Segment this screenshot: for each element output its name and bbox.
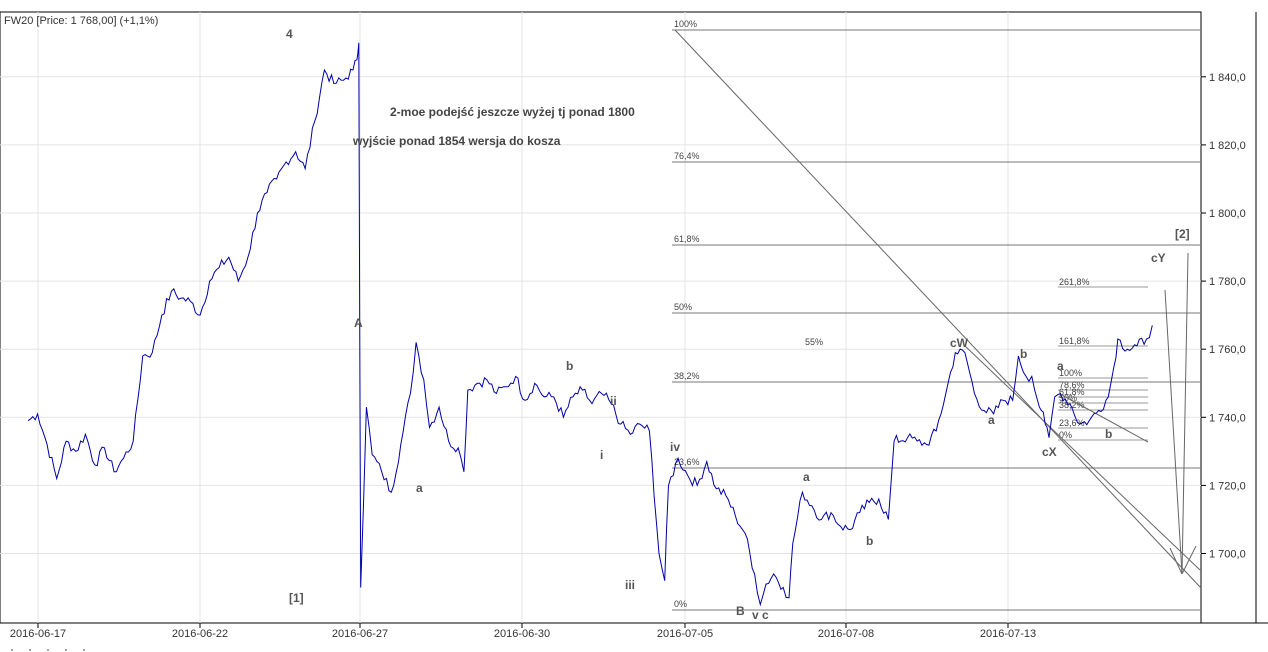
wave-label-iii: iii — [625, 578, 635, 592]
wave-label-cX: cX — [1042, 445, 1057, 459]
trend-line — [674, 29, 1202, 589]
y-tick-label: 1 840,0 — [1209, 72, 1246, 84]
fib-ext-label: 61,8% — [1059, 387, 1085, 397]
fib-level-label: 76,4% — [674, 151, 700, 161]
x-tick-label: 2016-07-05 — [657, 628, 713, 640]
y-tick-label: 1 760,0 — [1209, 344, 1246, 356]
trend-line — [1169, 547, 1183, 575]
fib-level-label: 23,6% — [674, 457, 700, 467]
trend-line — [1181, 252, 1189, 575]
note-2: wyjście ponad 1854 wersja do kosza — [352, 134, 561, 148]
trend-line — [964, 345, 1201, 571]
x-axis-labels: 2016-06-17 2016-06-22 2016-06-27 2016-06-30… — [10, 623, 1036, 640]
x-tick-label: 2016-06-17 — [10, 628, 66, 640]
wave-label-b1: b — [566, 359, 573, 373]
x-tick-label: 2016-06-30 — [494, 628, 550, 640]
chart-title: FW20 [Price: 1 768,00] (+1,1%) — [4, 15, 158, 27]
y-tick-label: 1 820,0 — [1209, 140, 1246, 152]
wave-label-a1: a — [416, 481, 423, 495]
fib-level-label: 38,2% — [674, 371, 700, 381]
wave-label-2: [2] — [1175, 227, 1190, 241]
wave-label-i: i — [600, 448, 603, 462]
y-tick-label: 1 700,0 — [1209, 549, 1246, 561]
note-1: 2-moe podejść jeszcze wyżej tj ponad 180… — [390, 105, 635, 119]
x-tick-label: 2016-07-13 — [980, 628, 1036, 640]
x-tick-label: 2016-06-22 — [172, 628, 228, 640]
fib-ext-label: 23,6% — [1059, 418, 1085, 428]
mini-fib-cluster: 55% — [805, 337, 823, 347]
trend-line — [1061, 394, 1149, 443]
fib-level-label: 50% — [674, 302, 692, 312]
trend-line — [1181, 545, 1197, 575]
x-tick-label: 2016-06-27 — [332, 628, 388, 640]
wave-label-b3: b — [1020, 347, 1027, 361]
wave-label-4: 4 — [286, 27, 293, 41]
fib-ext-label: 100% — [1059, 368, 1082, 378]
wave-label-cW: cW — [950, 336, 969, 350]
wave-label-iv: iv — [670, 440, 680, 454]
fib-ext-label: 38,2% — [1059, 400, 1085, 410]
fib-ext-label: 78,6% — [1059, 380, 1085, 390]
fibonacci-levels: 100% 76,4% 61,8% 50% 38,2% 23,6% 0% 261,8% 161,8… — [672, 19, 1201, 611]
wave-label-vc: v c — [752, 608, 769, 622]
fib-ext-label: 261,8% — [1059, 277, 1090, 287]
fib-ext-label: 161,8% — [1059, 336, 1090, 346]
price-line — [27, 42, 1153, 607]
fib-level-label: 0% — [674, 599, 687, 609]
y-tick-label: 1 720,0 — [1209, 480, 1246, 492]
wave-label-a4: a — [1057, 359, 1064, 373]
wave-label-b2: b — [866, 534, 873, 548]
wave-label-A: A — [354, 316, 363, 330]
plot-area — [0, 11, 1202, 624]
trendlines — [674, 29, 1202, 589]
y-tick-label: 1 740,0 — [1209, 412, 1246, 424]
wave-label-B: B — [736, 604, 745, 618]
fib-ext-label: 0% — [1059, 430, 1072, 440]
trend-line — [1164, 289, 1183, 575]
price-series — [27, 42, 1153, 607]
y-tick-label: 1 800,0 — [1209, 208, 1246, 220]
wave-label-a3: a — [988, 413, 995, 427]
wave-label-cY: cY — [1151, 251, 1166, 265]
y-tick-label: 1 780,0 — [1209, 276, 1246, 288]
wave-label-ii: ii — [610, 394, 617, 408]
wave-label-a2: a — [803, 470, 810, 484]
bottom-dots — [11, 649, 85, 651]
y-axis-labels: 1 700,0 1 720,0 1 740,0 1 760,0 1 780,0 1 800… — [1201, 72, 1246, 561]
wave-label-b4: b — [1105, 427, 1112, 441]
wave-label-1: [1] — [289, 591, 304, 605]
fib-level-label: 61,8% — [674, 234, 700, 244]
x-tick-label: 2016-07-08 — [818, 628, 874, 640]
fib-level-label: 100% — [674, 19, 697, 29]
